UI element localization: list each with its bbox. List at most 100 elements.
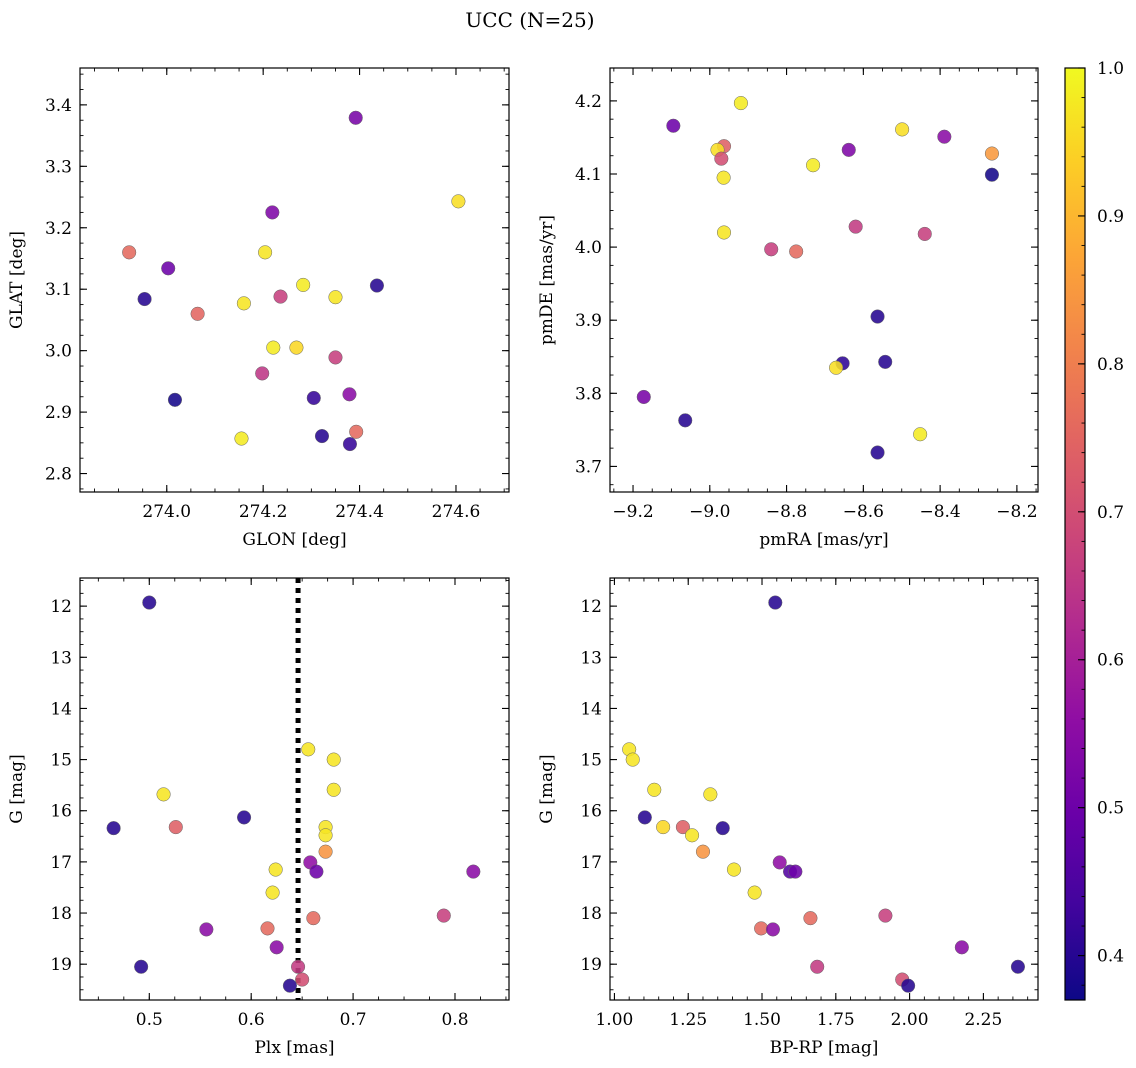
scatter-point <box>917 226 932 241</box>
scatter-point <box>636 389 651 405</box>
y-tick-label: 3.3 <box>45 157 72 177</box>
y-tick-label: 3.9 <box>575 311 602 331</box>
scatter-point <box>772 855 787 870</box>
colorbar-tick-label: 0.7 <box>1097 503 1124 523</box>
x-tick-label: 1.00 <box>595 1010 633 1030</box>
x-axis-label: pmRA [mas/yr] <box>759 530 888 550</box>
scatter-point <box>747 885 762 900</box>
scatter-point <box>326 782 341 797</box>
y-axis-label: pmDE [mas/yr] <box>537 215 557 345</box>
x-tick-label: −8.4 <box>919 502 960 522</box>
scatter-point <box>765 922 780 937</box>
scatter-point <box>289 340 304 355</box>
y-tick-label: 17 <box>580 853 602 873</box>
y-tick-label: 18 <box>50 904 72 924</box>
y-tick-label: 14 <box>50 699 72 719</box>
scatter-point <box>134 959 149 974</box>
y-tick-label: 4.0 <box>575 238 602 258</box>
scatter-point <box>301 742 316 757</box>
y-tick-label: 3.4 <box>45 96 72 116</box>
scatter-point <box>716 170 731 185</box>
scatter-point <box>666 118 681 133</box>
axes-frame <box>79 67 510 493</box>
scatter-point <box>647 782 662 797</box>
scatter-point <box>190 306 205 321</box>
scatter-point <box>156 787 171 802</box>
scatter-point <box>349 424 364 439</box>
scatter-point <box>637 810 652 825</box>
scatter-point <box>137 291 152 307</box>
x-tick-label: −8.2 <box>996 502 1037 522</box>
scatter-point <box>901 978 916 993</box>
scatter-point <box>754 921 769 936</box>
x-tick-label: 274.4 <box>335 502 384 522</box>
y-tick-label: 12 <box>50 597 72 617</box>
x-tick-label: 274.2 <box>239 502 288 522</box>
scatter-point <box>295 972 310 987</box>
scatter-point <box>937 129 952 144</box>
scatter-point <box>161 261 176 276</box>
y-tick-label: 19 <box>580 955 602 975</box>
scatter-point <box>678 413 693 428</box>
y-tick-label: 18 <box>580 904 602 924</box>
figure-title: UCC (N=25) <box>465 8 594 32</box>
scatter-point <box>716 225 732 240</box>
y-tick-label: 3.2 <box>45 219 72 239</box>
scatter-point <box>306 911 321 926</box>
y-axis-label: G [mag] <box>537 754 557 823</box>
scatter-point <box>685 828 700 843</box>
colorbar: 0.4 0.5 0.6 0.7 0.8 0.9 1.0 <box>1064 59 1124 1001</box>
y-tick-label: 16 <box>50 802 72 822</box>
scatter-point <box>369 278 384 293</box>
scatter-point <box>255 366 270 381</box>
colorbar-gradient <box>1065 68 1085 1000</box>
scatter-point <box>1010 959 1025 974</box>
scatter-point <box>984 167 999 182</box>
y-tick-label: 3.1 <box>45 280 72 300</box>
colorbar-tick-label: 0.9 <box>1097 207 1124 227</box>
scatter-point <box>258 245 273 260</box>
y-tick-label: 15 <box>580 751 602 771</box>
y-tick-label: 3.8 <box>575 384 602 404</box>
y-tick-label: 4.1 <box>575 165 602 185</box>
x-tick-label: 274.6 <box>432 502 481 522</box>
scatter-point <box>106 821 121 836</box>
scatter-point <box>168 820 183 835</box>
plx-g-panel: 0.5 0.6 0.7 0.8 12 13 14 15 16 17 18 19 Plx [mas] G [… <box>7 577 510 1058</box>
scatter-point <box>715 821 730 836</box>
scatter-point <box>733 96 748 111</box>
x-tick-label: 0.6 <box>238 1010 265 1030</box>
y-tick-label: 12 <box>580 597 602 617</box>
scatter-point <box>318 828 333 843</box>
axes-frame <box>609 577 1039 1001</box>
y-tick-label: 19 <box>50 955 72 975</box>
x-tick-label: 0.5 <box>136 1010 163 1030</box>
scatter-point <box>260 921 275 936</box>
scatter-point <box>870 309 885 324</box>
y-tick-label: 15 <box>50 751 72 771</box>
scatter-point <box>878 354 893 369</box>
y-axis-label: G [mag] <box>7 754 27 823</box>
scatter-point <box>806 158 821 173</box>
scatter-point <box>810 959 825 974</box>
x-tick-label: −8.6 <box>843 502 884 522</box>
scatter-point <box>265 885 280 900</box>
scatter-point <box>265 205 280 220</box>
colorbar-tick-label: 0.5 <box>1097 799 1124 819</box>
y-tick-label: 3.0 <box>45 342 72 362</box>
colorbar-tick-label: 0.6 <box>1097 651 1124 671</box>
colorbar-tick-label: 0.4 <box>1097 947 1124 967</box>
x-tick-label: 0.8 <box>441 1010 468 1030</box>
scatter-point <box>703 787 718 802</box>
scatter-point <box>291 959 306 974</box>
scatter-point <box>296 277 311 292</box>
scatter-point <box>318 844 333 859</box>
scatter-point <box>451 194 466 209</box>
y-tick-label: 13 <box>580 648 602 668</box>
x-tick-label: −9.2 <box>612 502 653 522</box>
scatter-point <box>768 595 783 610</box>
glon-glat-panel: 274.0 274.2 274.4 274.6 2.8 2.9 3.0 3.1 3.2 3.3 3.… <box>7 67 510 550</box>
scatter-point <box>199 922 214 937</box>
y-tick-label: 13 <box>50 648 72 668</box>
